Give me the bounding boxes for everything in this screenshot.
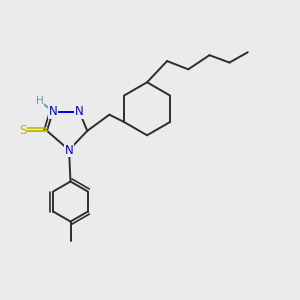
Text: N: N <box>65 143 74 157</box>
Text: S: S <box>19 124 26 137</box>
Text: H: H <box>36 95 43 106</box>
Text: N: N <box>75 105 84 118</box>
Text: N: N <box>49 105 57 118</box>
